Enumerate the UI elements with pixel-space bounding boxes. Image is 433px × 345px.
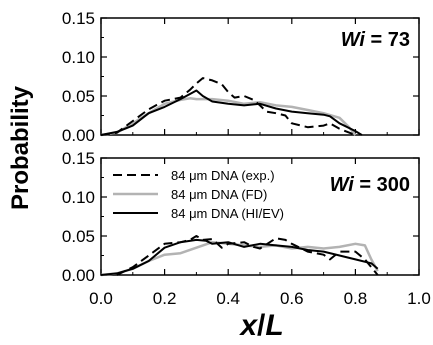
- series-line-fd: [100, 240, 379, 277]
- x-tick-label: 0.4: [216, 289, 240, 308]
- legend: 84 μm DNA (exp.) 84 μm DNA (FD) 84 μm DN…: [113, 168, 284, 221]
- top-panel-axis: 0.00 0.05 0.10 0.15: [62, 9, 420, 145]
- y-tick-label: 0.10: [62, 48, 95, 67]
- x-tick-label: 0.2: [153, 289, 177, 308]
- y-tick-label: 0.00: [62, 266, 95, 285]
- top-panel-series: [100, 77, 363, 137]
- y-tick-label: 0.05: [62, 227, 95, 246]
- bottom-panel: Wi = 300 0.00 0.05 0.10 0.15 84 μm DNA (exp…: [62, 149, 420, 285]
- x-tick-label: 0.0: [89, 289, 113, 308]
- bottom-panel-series: [100, 235, 379, 277]
- x-tick-label: 0.8: [344, 289, 368, 308]
- legend-label-exp: 84 μm DNA (exp.): [171, 168, 275, 183]
- series-line-exp: [100, 77, 356, 136]
- y-tick-label: 0.15: [62, 9, 95, 28]
- x-axis-label: x/L: [238, 309, 283, 342]
- x-axis-tick-labels: 0.0 0.2 0.4 0.6 0.8 1.0: [89, 289, 431, 308]
- x-tick-label: 1.0: [407, 289, 431, 308]
- y-tick-label: 0.00: [62, 126, 95, 145]
- series-line-hiev: [100, 238, 379, 276]
- series-line-hiev: [100, 89, 363, 136]
- x-tick-label: 0.6: [280, 289, 304, 308]
- bottom-panel-axis: 0.00 0.05 0.10 0.15: [62, 149, 420, 285]
- bottom-panel-annotation: Wi = 300: [330, 174, 410, 196]
- y-tick-label: 0.05: [62, 87, 95, 106]
- top-panel-annotation: Wi = 73: [341, 29, 410, 51]
- legend-label-fd: 84 μm DNA (FD): [171, 187, 267, 202]
- y-tick-label: 0.15: [62, 149, 95, 168]
- top-panel: Wi = 73 0.00 0.05 0.10 0.15: [62, 9, 420, 145]
- legend-label-hiev: 84 μm DNA (HI/EV): [171, 206, 284, 221]
- y-axis-label: Probability: [7, 85, 34, 210]
- y-tick-label: 0.10: [62, 188, 95, 207]
